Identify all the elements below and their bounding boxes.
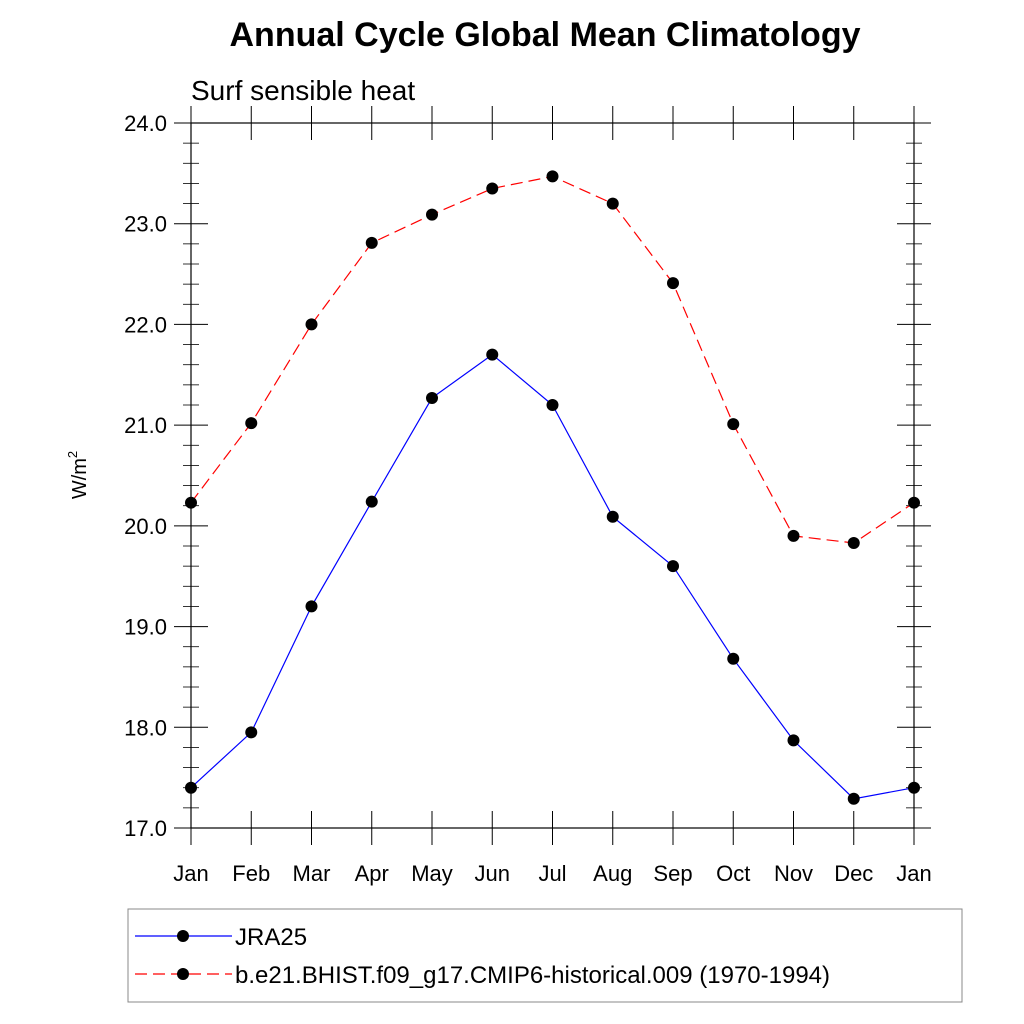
x-tick-label: Feb	[232, 861, 270, 886]
x-tick-label: Sep	[653, 861, 692, 886]
y-tick-label: 19.0	[124, 615, 167, 640]
x-tick-label: Jul	[538, 861, 566, 886]
legend-marker-0	[177, 930, 189, 942]
x-tick-label: Jan	[896, 861, 931, 886]
legend-label-0: JRA25	[235, 924, 307, 951]
series-1-point	[185, 496, 197, 509]
series-1-point	[245, 417, 258, 430]
series-1-point	[486, 182, 499, 195]
legend-label-1: b.e21.BHIST.f09_g17.CMIP6-historical.009…	[235, 962, 830, 989]
series-0-point	[185, 781, 197, 794]
plot-frame	[190, 122, 915, 829]
series-0-point	[727, 652, 740, 665]
series-0-point	[305, 600, 318, 613]
series-1-point	[305, 318, 318, 331]
x-tick-label: Apr	[355, 861, 389, 886]
series-1-point	[847, 536, 860, 549]
chart-title: Annual Cycle Global Mean Climatology	[230, 16, 861, 54]
x-tick-label: Jun	[475, 861, 510, 886]
series-line-1	[190, 175, 915, 544]
y-axis-label: W/m2	[65, 451, 91, 499]
y-axis-label-superscript: 2	[65, 451, 80, 458]
x-tick-label: Mar	[293, 861, 331, 886]
x-tick-label: Oct	[716, 861, 750, 886]
x-tick-label: May	[411, 861, 453, 886]
series-1-point	[426, 208, 438, 221]
y-tick-label: 21.0	[124, 413, 167, 438]
series-0-point	[365, 495, 378, 508]
chart-subtitle: Surf sensible heat	[191, 75, 415, 106]
y-tick-label: 18.0	[124, 715, 167, 740]
series-0-point	[426, 391, 438, 404]
y-axis-label-text: W/m	[69, 458, 91, 499]
series-0-point	[546, 399, 559, 411]
series-0-point	[667, 560, 679, 573]
series-0-point	[908, 781, 920, 794]
series-1-point	[606, 197, 619, 210]
y-tick-label: 22.0	[124, 312, 167, 337]
y-tick-label: 20.0	[124, 514, 167, 539]
series-line-0	[190, 353, 915, 800]
series-1-point	[546, 170, 559, 183]
series-1-point	[908, 496, 920, 509]
x-tick-label: Aug	[593, 861, 632, 886]
series-0-point	[787, 734, 800, 747]
series-1-point	[787, 529, 800, 542]
x-tick-label: Nov	[774, 861, 813, 886]
series-0-point	[847, 792, 860, 805]
series-0-point	[606, 510, 619, 523]
y-tick-label: 17.0	[124, 816, 167, 841]
y-tick-label: 23.0	[124, 212, 167, 237]
y-tick-label: 24.0	[124, 111, 167, 136]
series-0-point	[486, 348, 499, 361]
series-0-point	[245, 726, 258, 739]
series-1-point	[727, 418, 740, 431]
plot-area: 17.0 18.0 19.0 20.0 21.0 22.0 23.0 24.0 Jan Feb Ma…	[65, 106, 932, 886]
legend: JRA25 b.e21.BHIST.f09_g17.CMIP6-historica…	[127, 908, 963, 1003]
series-1-point	[365, 236, 378, 249]
legend-box	[127, 908, 963, 1003]
x-tick-label: Dec	[834, 861, 873, 886]
legend-marker-1	[177, 968, 189, 980]
series-1-point	[667, 277, 679, 290]
x-tick-label: Jan	[173, 861, 208, 886]
